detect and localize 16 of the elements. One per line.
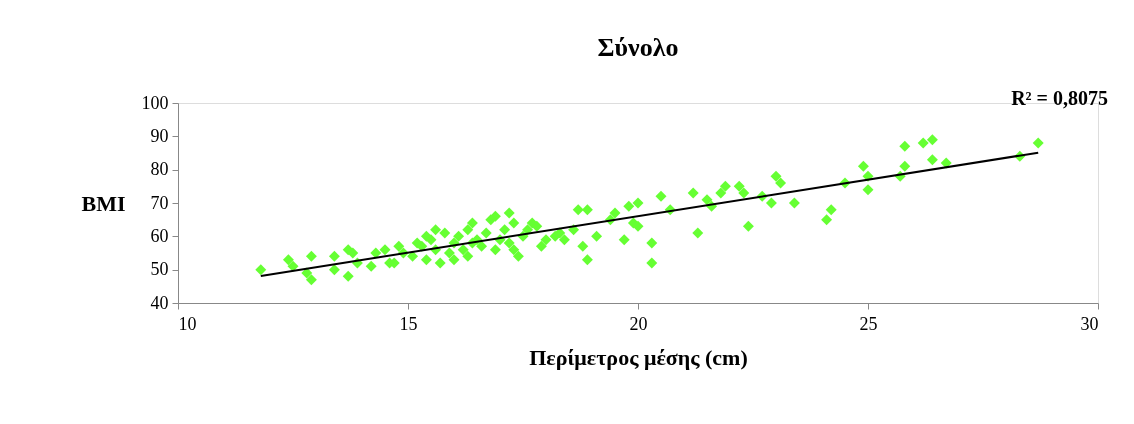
y-tick-label: 60: [150, 225, 169, 246]
x-tick-label: 20: [629, 313, 648, 334]
y-tick-label: 70: [150, 192, 169, 213]
y-tick-label: 40: [150, 292, 169, 313]
y-tick-label: 100: [141, 92, 169, 113]
y-axis-title: BMI: [81, 190, 126, 216]
y-tick-label: 80: [150, 159, 169, 180]
x-tick-label: 30: [1080, 313, 1099, 334]
chart-title: Σύνολο: [597, 33, 679, 62]
x-tick-label: 25: [859, 313, 878, 334]
annotation: R² = 0,8075: [1011, 87, 1108, 109]
y-tick-label: 90: [150, 125, 169, 146]
x-tick-label: 15: [399, 313, 418, 334]
x-tick-label: 10: [178, 313, 197, 334]
x-axis-title: Περίμετρος μέσης (cm): [529, 344, 748, 370]
y-tick-label: 50: [150, 259, 169, 280]
